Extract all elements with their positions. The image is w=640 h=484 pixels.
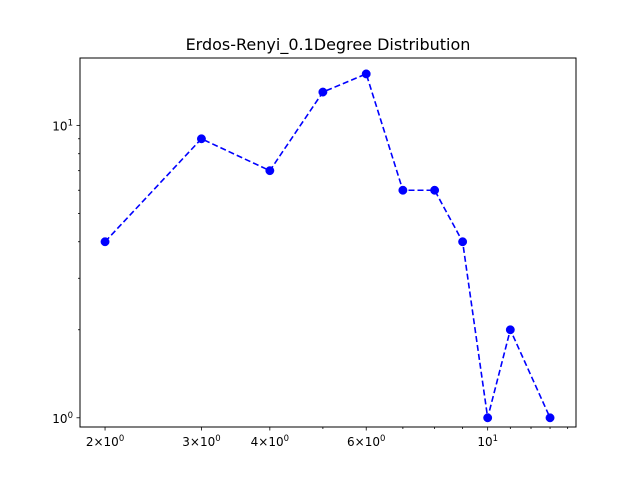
data-point bbox=[505, 325, 515, 335]
data-point bbox=[196, 134, 206, 144]
x-tick-label: 3×100 bbox=[182, 434, 220, 449]
x-tick-label: 101 bbox=[477, 434, 498, 449]
chart-title: Erdos-Renyi_0.1Degree Distribution bbox=[186, 35, 471, 55]
x-tick-label: 4×100 bbox=[251, 434, 289, 449]
data-point bbox=[483, 413, 493, 423]
data-point bbox=[361, 69, 371, 79]
y-tick-label: 100 bbox=[52, 411, 73, 426]
data-point bbox=[430, 185, 440, 195]
data-point bbox=[398, 185, 408, 195]
y-tick-label: 101 bbox=[52, 118, 73, 133]
data-point bbox=[545, 413, 555, 423]
x-tick-label: 2×100 bbox=[86, 434, 124, 449]
data-point bbox=[100, 237, 110, 247]
data-point bbox=[318, 87, 328, 97]
axes-frame bbox=[79, 57, 577, 428]
plot-area: 2×100 3×100 4×100 6×100 101 100 101 bbox=[52, 57, 577, 449]
data-point bbox=[265, 166, 275, 176]
x-tick-label: 6×100 bbox=[347, 434, 385, 449]
data-point bbox=[458, 237, 468, 247]
